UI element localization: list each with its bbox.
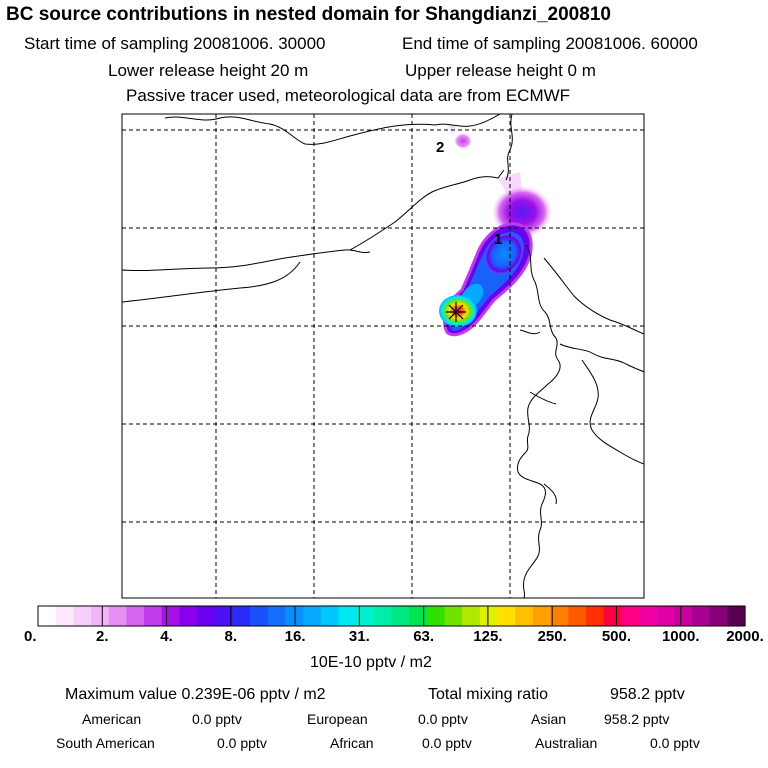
colorbar-swatch — [444, 606, 463, 626]
graticule — [122, 114, 644, 598]
colorbar-swatch — [568, 606, 587, 626]
tracer-note: Passive tracer used, meteorological data… — [126, 86, 571, 105]
region-african-name: African — [330, 735, 374, 751]
colorbar-swatch — [108, 606, 127, 626]
total-mixing-value: 958.2 pptv — [610, 686, 685, 703]
colorbar-tick-label: 2000. — [726, 628, 764, 645]
colorbar-tick-label: 500. — [601, 628, 632, 645]
colorbar-swatch — [462, 606, 481, 626]
colorbar-swatch — [550, 606, 569, 626]
colorbar-swatch — [638, 606, 658, 626]
colorbar-tick-label: 8. — [224, 628, 238, 645]
map-border — [121, 113, 645, 599]
colorbar-swatch — [515, 606, 534, 626]
max-value-label: Maximum value 0.239E-06 pptv / m2 — [65, 686, 326, 703]
colorbar-swatch — [585, 606, 605, 626]
colorbar-tick-label: 63. — [413, 628, 435, 645]
colorbar-swatch — [303, 606, 322, 626]
region-asian-name: Asian — [531, 711, 567, 727]
coastlines — [122, 114, 644, 598]
total-mixing-label: Total mixing ratio — [428, 686, 549, 703]
start-time-label: Start time of sampling 20081006. 30000 — [24, 34, 326, 53]
colorbar-swatch — [179, 606, 198, 626]
colorbar-tick-label: 125. — [473, 628, 503, 645]
colorbar-tick-label: 4. — [160, 628, 173, 645]
region-south-american-value: 0.0 pptv — [217, 735, 267, 751]
upper-release-label: Upper release height 0 m — [405, 61, 596, 80]
colorbar-dividers — [101, 606, 682, 626]
lower-release-label: Lower release height 20 m — [108, 61, 309, 80]
colorbar-swatch — [144, 606, 163, 626]
colorbar-tick-label: 1000. — [661, 628, 700, 645]
region-asian-value: 958.2 pptv — [604, 711, 670, 727]
colorbar-swatch — [674, 606, 693, 626]
colorbar-swatch — [197, 606, 216, 626]
colorbar-swatch — [356, 606, 375, 626]
concentration-plume — [439, 124, 552, 337]
colorbar-swatch — [621, 606, 640, 626]
asterisk-star-icon — [446, 302, 466, 322]
colorbar-tick-label: 2. — [96, 628, 109, 645]
marker-1-label: 1 — [494, 231, 502, 248]
region-african-value: 0.0 pptv — [422, 735, 472, 751]
region-american-name: American — [82, 711, 142, 727]
colorbar-swatch — [409, 606, 428, 626]
colorbar-tick-label: 250. — [537, 628, 567, 645]
colorbar-swatch — [709, 606, 728, 626]
region-european-name: European — [307, 711, 368, 727]
colorbar-swatch — [38, 606, 57, 626]
colorbar-swatch — [391, 606, 410, 626]
colorbar-swatch — [161, 606, 180, 626]
colorbar-border — [37, 605, 746, 627]
colorbar-swatch — [214, 606, 234, 626]
colorbar-swatch — [232, 606, 251, 626]
colorbar-swatch — [373, 606, 393, 626]
region-australian-value: 0.0 pptv — [650, 735, 700, 751]
colorbar-swatch — [338, 606, 357, 626]
region-european-value: 0.0 pptv — [418, 711, 468, 727]
end-time-label: End time of sampling 20081006. 60000 — [402, 34, 698, 53]
colorbar — [38, 606, 746, 626]
colorbar-swatch — [479, 606, 499, 626]
colorbar-tick-label: 16. — [284, 628, 306, 645]
colorbar-swatch — [603, 606, 622, 626]
colorbar-swatch — [126, 606, 145, 626]
colorbar-swatch — [73, 606, 92, 626]
colorbar-swatch — [267, 606, 287, 626]
colorbar-swatch — [426, 606, 446, 626]
region-south-american-name: South American — [56, 735, 155, 751]
colorbar-swatch — [727, 606, 746, 626]
region-australian-name: Australian — [535, 735, 598, 751]
colorbar-swatch — [285, 606, 304, 626]
colorbar-swatch — [497, 606, 516, 626]
marker-2-label: 2 — [436, 139, 444, 156]
colorbar-swatch — [691, 606, 711, 626]
colorbar-swatch — [656, 606, 675, 626]
colorbar-swatch — [250, 606, 269, 626]
colorbar-swatch — [320, 606, 340, 626]
colorbar-swatch — [532, 606, 552, 626]
plot-title: BC source contributions in nested domain… — [6, 4, 611, 25]
colorbar-swatch — [91, 606, 110, 626]
colorbar-tick-label: 31. — [348, 628, 370, 645]
region-american-value: 0.0 pptv — [192, 711, 242, 727]
colorbar-units: 10E-10 pptv / m2 — [310, 654, 432, 671]
colorbar-tick-label: 0. — [24, 628, 37, 645]
colorbar-swatch — [55, 606, 74, 626]
